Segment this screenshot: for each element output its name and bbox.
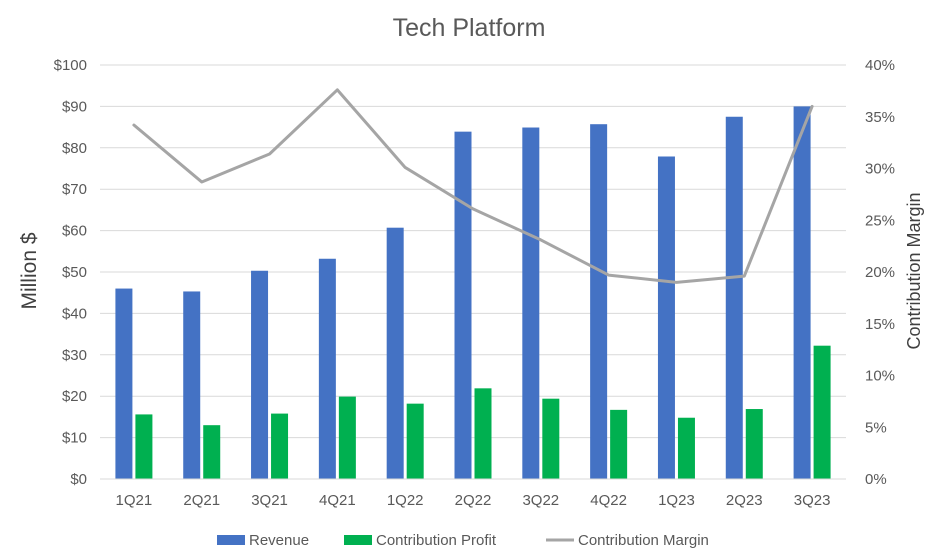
legend-label: Contribution Profit	[376, 532, 497, 549]
x-tick-label: 1Q21	[116, 492, 153, 509]
contribution-profit-bar	[542, 398, 560, 479]
x-tick-label: 1Q22	[387, 492, 424, 509]
y2-tick-label: 5%	[865, 419, 887, 436]
margin-line	[132, 88, 814, 284]
revenue-bar	[590, 124, 608, 480]
contribution-profit-bar	[677, 417, 695, 479]
y-axis-left: $0 $10 $20 $30 $40 $50 $60 $70 $80 $90 $100	[54, 57, 87, 488]
y-tick-label: $40	[62, 305, 87, 322]
legend-swatch	[344, 535, 372, 545]
y-tick-label: $0	[70, 471, 87, 488]
x-tick-label: 4Q22	[590, 492, 627, 509]
x-tick-label: 2Q23	[726, 492, 763, 509]
revenue-bar	[657, 156, 675, 479]
y-tick-label: $30	[62, 347, 87, 364]
revenue-bar	[318, 258, 336, 479]
revenue-bar	[183, 291, 201, 479]
contribution-profit-bar	[406, 403, 424, 479]
contribution-profit-bar	[813, 345, 831, 479]
y-tick-label: $10	[62, 430, 87, 447]
y-tick-label: $20	[62, 388, 87, 405]
y-axis-title: Million $	[18, 232, 41, 309]
revenue-bar	[115, 288, 133, 479]
y-tick-label: $90	[62, 98, 87, 115]
y2-tick-label: 0%	[865, 471, 887, 488]
contribution-profit-bar	[135, 414, 153, 479]
y-tick-label: $50	[62, 264, 87, 281]
y-tick-label: $80	[62, 140, 87, 157]
y2-axis-title: Contribution Margin	[904, 192, 924, 349]
contribution-profit-bar	[271, 413, 289, 479]
y2-tick-label: 10%	[865, 368, 895, 385]
y2-tick-label: 15%	[865, 316, 895, 333]
y-axis-right: 0% 5% 10% 15% 20% 25% 30% 35% 40%	[865, 57, 895, 488]
bars	[115, 106, 831, 480]
legend-label: Contribution Margin	[578, 532, 709, 549]
contribution-profit-bar	[745, 409, 763, 479]
revenue-bar	[725, 116, 743, 479]
y2-tick-label: 40%	[865, 57, 895, 74]
gridlines	[100, 64, 846, 480]
x-tick-label: 2Q21	[183, 492, 220, 509]
revenue-bar	[386, 227, 404, 479]
legend-label: Revenue	[249, 532, 309, 549]
contribution-profit-bar	[338, 396, 356, 479]
x-tick-label: 3Q21	[251, 492, 288, 509]
y2-tick-label: 30%	[865, 161, 895, 178]
revenue-bar	[454, 131, 472, 480]
contribution-profit-bar	[610, 409, 628, 479]
x-tick-label: 3Q23	[794, 492, 831, 509]
legend: Revenue Contribution Profit Contribution M…	[217, 532, 709, 549]
y2-tick-label: 25%	[865, 212, 895, 229]
x-tick-label: 3Q22	[522, 492, 559, 509]
x-tick-label: 4Q21	[319, 492, 356, 509]
contribution-margin-line	[132, 88, 814, 284]
legend-swatch	[217, 535, 245, 545]
revenue-bar	[251, 270, 269, 479]
x-axis: 1Q21 2Q21 3Q21 4Q21 1Q22 2Q22 3Q22 4Q22 1Q23 2Q23…	[100, 478, 846, 509]
x-tick-label: 1Q23	[658, 492, 695, 509]
revenue-bar	[793, 106, 811, 480]
contribution-profit-bar	[203, 425, 221, 479]
chart-title: Tech Platform	[393, 14, 546, 42]
y2-tick-label: 20%	[865, 264, 895, 281]
contribution-profit-bar	[474, 388, 492, 479]
x-tick-label: 2Q22	[455, 492, 492, 509]
y-tick-label: $70	[62, 181, 87, 198]
y-tick-label: $100	[54, 57, 87, 74]
revenue-bar	[522, 127, 540, 479]
y-tick-label: $60	[62, 223, 87, 240]
y2-tick-label: 35%	[865, 109, 895, 126]
